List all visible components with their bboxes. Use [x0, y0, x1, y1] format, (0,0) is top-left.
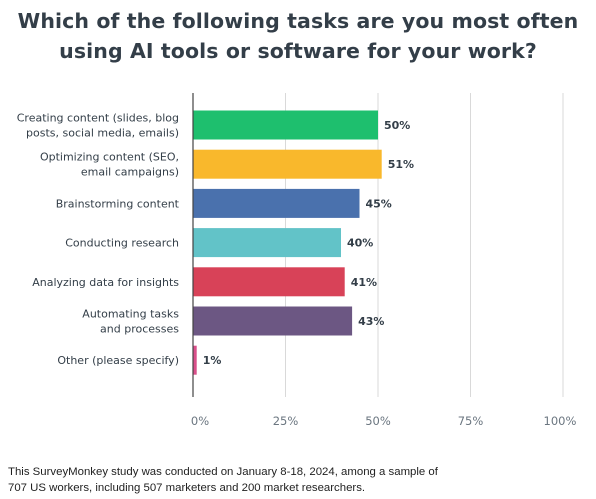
bar-5 — [193, 306, 353, 336]
category-label-1: Optimizing content (SEO, email campaigns) — [40, 151, 179, 179]
footnote: This SurveyMonkey study was conducted on… — [8, 464, 593, 496]
bar-1 — [193, 149, 382, 179]
category-label-0-line-0: Creating content (slides, blog — [17, 112, 179, 125]
value-label-0: 50% — [384, 119, 410, 132]
chart-title-line-1: Which of the following tasks are you mos… — [17, 9, 579, 33]
chart-title-line-2: using AI tools or software for your work… — [59, 39, 537, 63]
bar-2 — [193, 188, 360, 218]
category-label-6-line-0: Other (please specify) — [57, 354, 179, 367]
footnote-line-2: 707 US workers, including 507 marketers … — [8, 482, 366, 494]
category-label-2-line-0: Brainstorming content — [56, 197, 180, 210]
value-label-5: 43% — [358, 315, 384, 328]
category-label-2: Brainstorming content — [56, 197, 180, 210]
category-label-3: Conducting research — [65, 237, 179, 250]
category-label-5: Automating tasks and processes — [82, 308, 179, 336]
x-tick-label-0: 0% — [191, 414, 209, 428]
value-label-1: 51% — [388, 158, 414, 171]
category-label-4-line-0: Analyzing data for insights — [32, 276, 179, 289]
value-label-4: 41% — [351, 276, 377, 289]
category-label-1-line-0: Optimizing content (SEO, — [40, 151, 179, 164]
bar-chart: 0% 25% 50% 75% 100% 50% Creating content (slid… — [17, 93, 577, 428]
category-label-5-line-0: Automating tasks — [82, 308, 179, 321]
category-label-1-line-1: email campaigns) — [81, 166, 179, 179]
category-label-0: Creating content (slides, blog posts, soc… — [17, 112, 179, 140]
value-label-6: 1% — [203, 354, 222, 367]
x-tick-label-25: 25% — [273, 414, 299, 428]
value-label-2: 45% — [366, 197, 392, 210]
category-label-3-line-0: Conducting research — [65, 237, 179, 250]
bar-4 — [193, 267, 345, 297]
value-label-3: 40% — [347, 237, 373, 250]
x-tick-label-50: 50% — [365, 414, 391, 428]
x-tick-label-100: 100% — [544, 414, 577, 428]
category-label-4: Analyzing data for insights — [32, 276, 179, 289]
footnote-line-1: This SurveyMonkey study was conducted on… — [8, 466, 438, 478]
bar-6 — [193, 345, 197, 375]
chart-title: Which of the following tasks are you mos… — [0, 6, 596, 66]
bar-0 — [193, 110, 378, 140]
bar-3 — [193, 228, 341, 258]
category-label-6: Other (please specify) — [57, 354, 179, 367]
x-tick-label-75: 75% — [458, 414, 484, 428]
category-label-0-line-1: posts, social media, emails) — [26, 127, 179, 140]
category-label-5-line-1: and processes — [100, 323, 179, 336]
